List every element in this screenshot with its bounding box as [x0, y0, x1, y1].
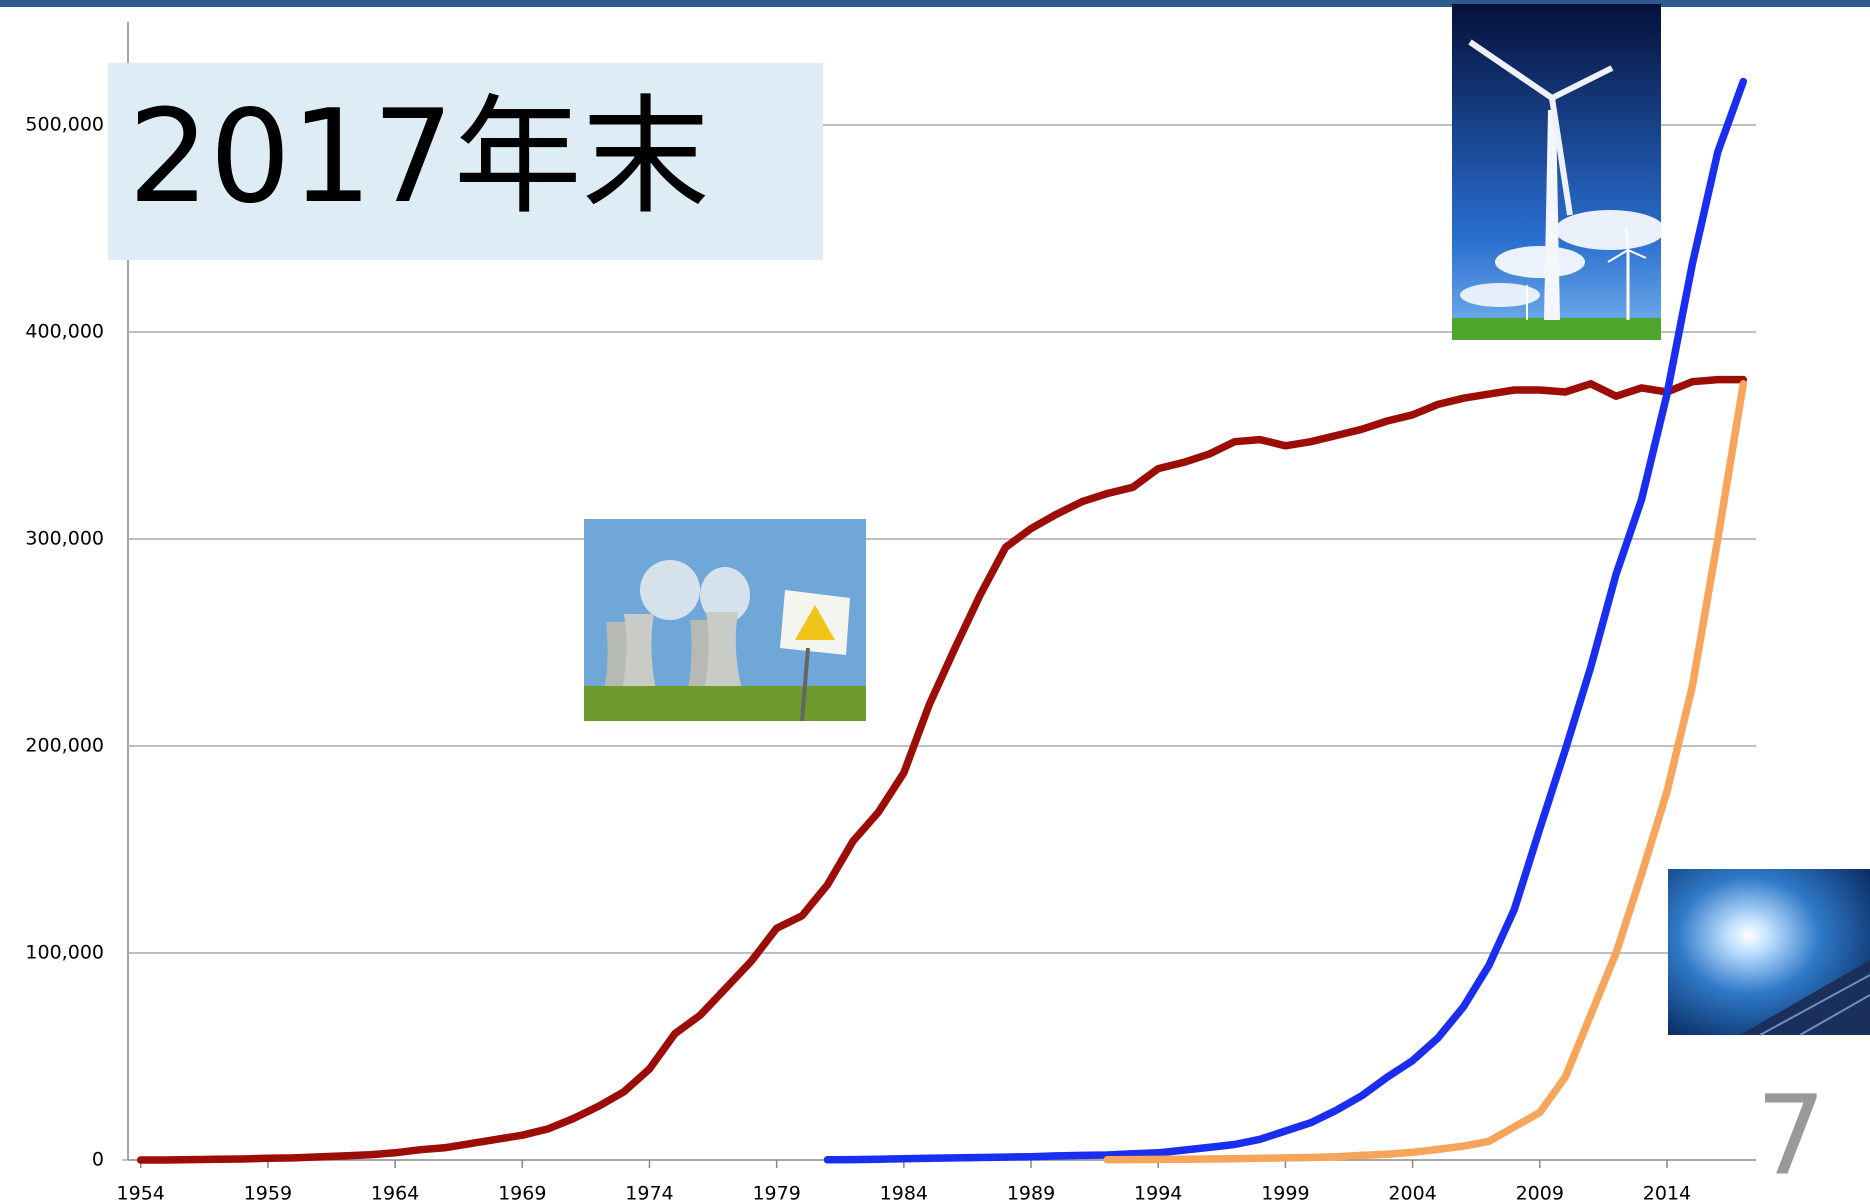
series-line — [1103, 380, 1748, 1164]
x-tick-label: 1964 — [371, 1183, 419, 1204]
title-box — [108, 63, 823, 260]
x-tick-label: 1979 — [752, 1183, 800, 1204]
x-tick-label: 1969 — [498, 1183, 546, 1204]
series-line — [823, 77, 1748, 1164]
nuclear-image — [584, 519, 866, 722]
lines — [136, 77, 1748, 1164]
x-tick-label: 1974 — [625, 1183, 673, 1204]
top-bar — [0, 0, 1870, 7]
y-tick-label: 200,000 — [25, 735, 104, 757]
y-tick-label: 400,000 — [25, 321, 104, 343]
wind-image — [1452, 4, 1665, 340]
y-tick-label: 300,000 — [25, 528, 104, 550]
chart-title: 2017年末 — [128, 83, 710, 232]
x-tick-label: 1959 — [244, 1183, 292, 1204]
x-tick-label: 2009 — [1516, 1183, 1564, 1204]
x-tick-label: 1994 — [1134, 1183, 1182, 1204]
y-tick-label: 100,000 — [25, 942, 104, 964]
x-tick-label: 1954 — [117, 1183, 165, 1204]
x-tick-label: 1984 — [880, 1183, 928, 1204]
x-tick-label: 1999 — [1261, 1183, 1309, 1204]
y-tick-label: 500,000 — [25, 114, 104, 136]
series-line — [136, 375, 1748, 1164]
x-tick-label: 2014 — [1643, 1183, 1691, 1204]
solar-image — [1668, 869, 1870, 1036]
x-tick-label: 2004 — [1388, 1183, 1436, 1204]
page-number: 7 — [1756, 1071, 1826, 1199]
y-tick-label: 0 — [92, 1149, 104, 1171]
x-tick-label: 1989 — [1007, 1183, 1055, 1204]
